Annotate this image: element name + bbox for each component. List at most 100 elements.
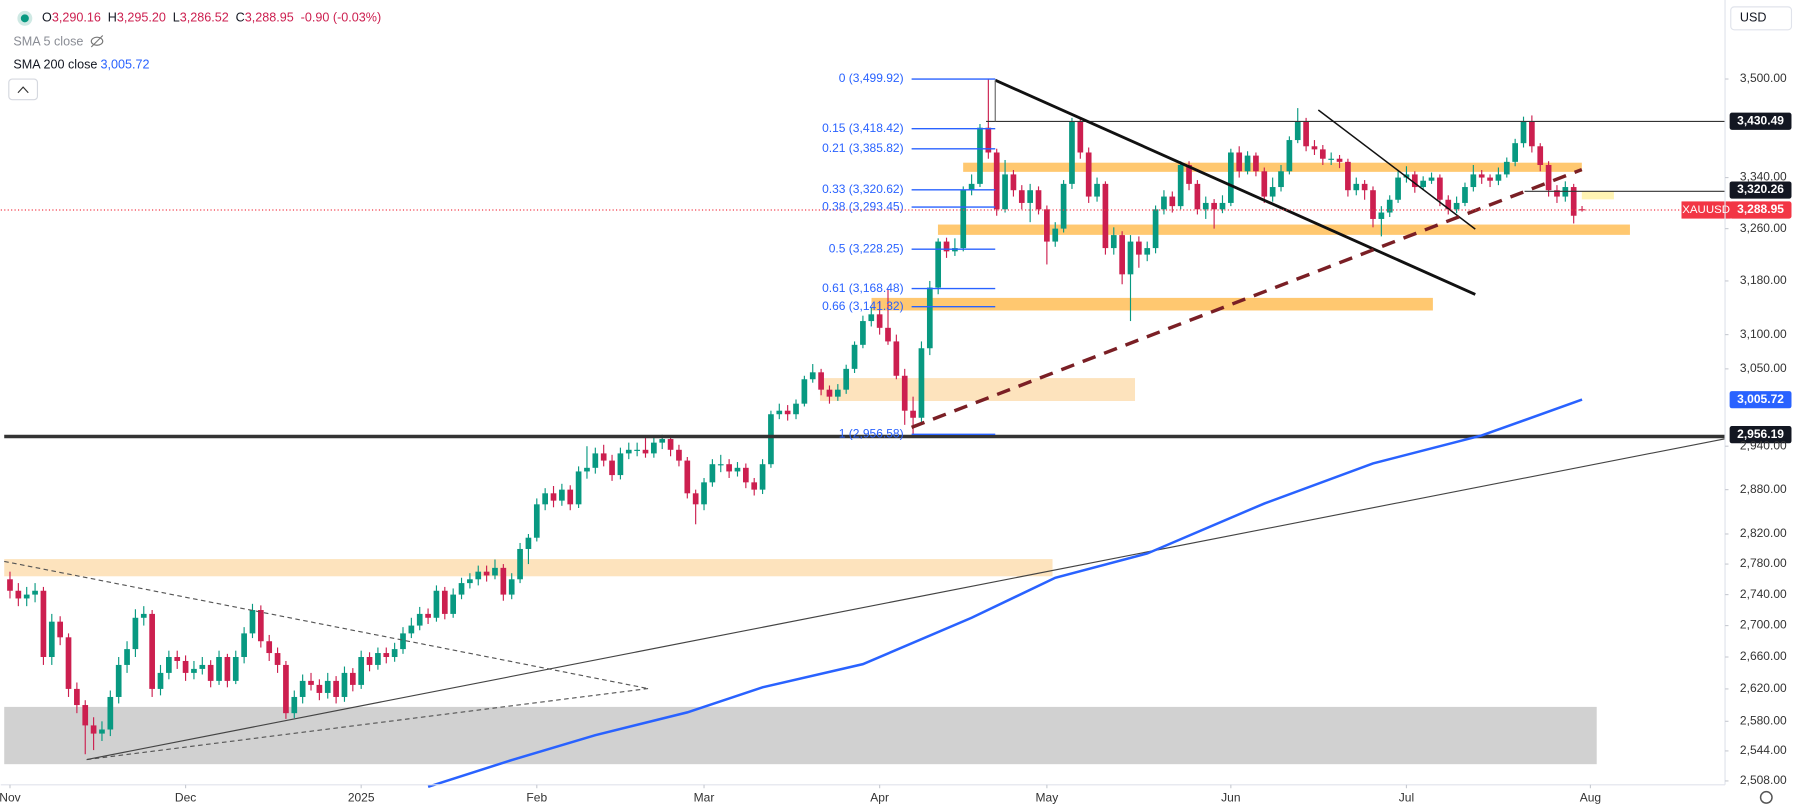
candle-body — [508, 579, 515, 595]
candle-body — [1411, 174, 1418, 188]
collapse-button[interactable] — [8, 78, 39, 101]
candle-body — [23, 594, 30, 599]
candle-body — [166, 657, 172, 673]
candle-body — [768, 414, 774, 465]
fib-label: 0.21 (3,385.82) — [822, 141, 904, 155]
candle-body — [1278, 171, 1284, 188]
candle-body — [709, 464, 716, 483]
candle-body — [659, 439, 666, 443]
ohlc-key: O — [42, 11, 52, 25]
candle-body — [1127, 241, 1134, 275]
candle-body — [191, 668, 197, 673]
candle-body — [642, 449, 649, 454]
candle-body — [651, 442, 657, 454]
candle-body — [483, 571, 490, 576]
price-tag-label: 2,956.19 — [1737, 427, 1784, 441]
candle-body — [458, 583, 465, 595]
candle-body — [375, 653, 381, 665]
candle-body — [333, 680, 339, 697]
candle-body — [1487, 177, 1493, 181]
zone — [871, 297, 1433, 311]
candle-body — [1102, 183, 1109, 249]
candle-body — [1345, 161, 1351, 191]
y-tick-label: 2,880.00 — [1740, 482, 1787, 496]
x-tick-label: Aug — [1580, 791, 1601, 805]
x-tick-label: Feb — [526, 791, 547, 805]
candle-body — [316, 684, 323, 693]
candle-body — [324, 680, 331, 693]
candle-body — [1570, 187, 1577, 216]
eye-icon[interactable] — [90, 36, 104, 46]
candle-body — [1010, 174, 1017, 191]
candle-body — [1445, 199, 1452, 210]
candle-body — [910, 410, 916, 418]
candle-body — [1261, 171, 1268, 197]
candle-body — [90, 725, 97, 734]
x-tick-label: Mar — [694, 791, 715, 805]
settings-icon[interactable] — [1759, 790, 1773, 804]
candle-body — [1085, 152, 1092, 197]
y-tick-label: 3,180.00 — [1740, 273, 1787, 287]
candle-body — [1035, 190, 1042, 210]
candle-body — [809, 372, 816, 380]
price-tag — [1729, 391, 1792, 409]
candle-body — [1136, 241, 1142, 255]
candle-body — [1094, 183, 1100, 197]
trend-line — [86, 438, 1726, 761]
currency-button[interactable] — [1730, 6, 1793, 31]
candle-body — [684, 460, 691, 494]
candle-body — [157, 672, 164, 689]
support-zone — [4, 706, 1597, 765]
x-tick-label: Dec — [175, 791, 196, 805]
candle-body — [149, 613, 155, 689]
candle-body — [1194, 183, 1201, 210]
candle-body — [776, 410, 783, 415]
candle-body — [291, 696, 298, 714]
candle-body — [1386, 199, 1393, 213]
ohlc-key: H — [108, 11, 117, 25]
candle-body — [124, 649, 130, 665]
y-tick-label: 2,660.00 — [1740, 649, 1787, 663]
candle-body — [1537, 146, 1544, 165]
candle-body — [784, 410, 791, 415]
fib-label: 0.15 (3,418.42) — [822, 121, 904, 135]
candle-body — [1311, 146, 1318, 150]
candle-body — [1520, 121, 1527, 144]
candle-body — [985, 127, 992, 153]
symbol-tag — [1681, 201, 1731, 219]
zone — [937, 224, 1630, 235]
candle-body — [174, 657, 181, 661]
candle-body — [960, 190, 967, 249]
candle-body — [266, 641, 273, 654]
hidden-icon[interactable] — [90, 35, 104, 48]
candle-body — [1437, 177, 1443, 200]
indicator-value: 3,005.72 — [100, 58, 149, 72]
candle-body — [926, 287, 933, 349]
candle-body — [216, 657, 222, 681]
candle-body — [843, 368, 850, 390]
candle-body — [609, 460, 615, 476]
dashed-trend-line — [910, 167, 1583, 429]
candle-body — [834, 389, 841, 397]
price-tag — [1729, 201, 1792, 219]
candle-body — [32, 590, 38, 595]
currency[interactable]: USD — [1740, 11, 1767, 25]
button[interactable] — [8, 78, 39, 101]
candle-body — [1018, 190, 1025, 203]
eye-slash — [90, 35, 104, 48]
candle-body — [40, 590, 47, 658]
y-tick-label: 2,544.00 — [1740, 743, 1787, 757]
zone — [4, 559, 1053, 577]
candle-body — [901, 375, 908, 411]
candle-body — [107, 696, 114, 730]
candle-body — [467, 579, 473, 584]
candle-body — [391, 649, 398, 658]
candle-body — [82, 705, 89, 726]
candle-body — [559, 489, 565, 501]
candle-body — [241, 633, 247, 658]
candle-body — [1512, 143, 1518, 162]
candle-body — [826, 389, 833, 397]
trend-line — [1317, 109, 1476, 230]
